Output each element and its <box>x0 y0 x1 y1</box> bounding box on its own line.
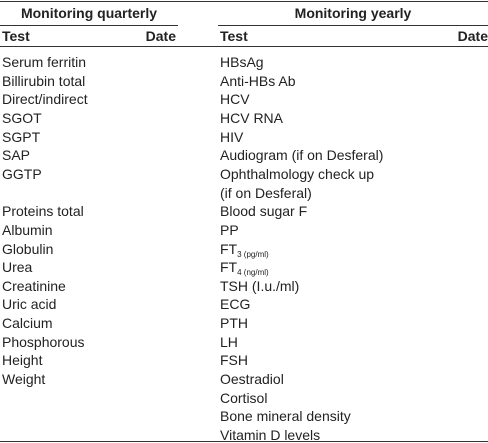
text: FT <box>220 259 238 276</box>
test-name: Billirubin total <box>2 72 86 89</box>
test-name: LH <box>220 333 238 350</box>
subscript: 4 (ng/ml) <box>237 268 269 278</box>
test-name: PP <box>220 221 239 238</box>
test-name: SAP <box>2 147 31 164</box>
test-name: Height <box>2 352 43 369</box>
test-name: Weight <box>2 371 46 388</box>
test-name: Phosphorous <box>2 333 85 350</box>
test-name: Ophthalmology check up <box>220 165 375 182</box>
test-name: Creatinine <box>2 277 66 294</box>
test-name: HCV <box>220 91 250 108</box>
column-header: Date <box>145 28 176 44</box>
test-name: Cortisol <box>220 389 268 406</box>
test-name: Calcium <box>2 315 53 332</box>
rule <box>0 46 488 47</box>
test-name: HCV RNA <box>220 109 284 126</box>
test-name: FSH <box>220 352 248 369</box>
rule <box>218 25 488 26</box>
column-header: Test <box>2 28 30 44</box>
test-name: Direct/indirect <box>2 91 88 108</box>
rule <box>0 25 178 26</box>
rule <box>0 441 488 442</box>
test-name: HBsAg <box>220 54 264 70</box>
subscript: 3 (pg/ml) <box>237 249 269 259</box>
test-name: HIV <box>220 128 244 145</box>
test-name: FT3 (pg/ml) <box>220 240 269 259</box>
text: FT <box>220 240 238 257</box>
test-name: Blood sugar F <box>220 203 308 220</box>
test-name: Serum ferritin <box>2 54 87 70</box>
test-name: Audiogram (if on Desferal) <box>220 147 384 164</box>
column-header: Test <box>220 28 248 44</box>
rule <box>0 1 488 2</box>
test-name: Proteins total <box>2 203 84 220</box>
section-title: Monitoring quarterly <box>20 5 158 21</box>
test-name: ECG <box>220 296 251 313</box>
test-name: Bone mineral density <box>220 408 351 425</box>
section-title: Monitoring yearly <box>294 5 412 21</box>
test-name: Uric acid <box>2 296 57 313</box>
test-name: Vitamin D levels <box>220 427 321 443</box>
test-name: GGTP <box>2 165 42 182</box>
test-name: (if on Desferal) <box>220 184 312 201</box>
test-name: SGOT <box>2 109 42 126</box>
test-name: PTH <box>220 315 248 332</box>
test-name: TSH (I.u./ml) <box>220 277 300 294</box>
test-name: Globulin <box>2 240 54 257</box>
test-name: Oestradiol <box>220 371 284 388</box>
test-name: Urea <box>2 259 33 276</box>
test-name: SGPT <box>2 128 41 145</box>
test-name: Albumin <box>2 221 53 238</box>
test-name: FT4 (ng/ml) <box>220 258 269 278</box>
column-header: Date <box>457 28 488 44</box>
test-name: Anti-HBs Ab <box>220 72 296 89</box>
